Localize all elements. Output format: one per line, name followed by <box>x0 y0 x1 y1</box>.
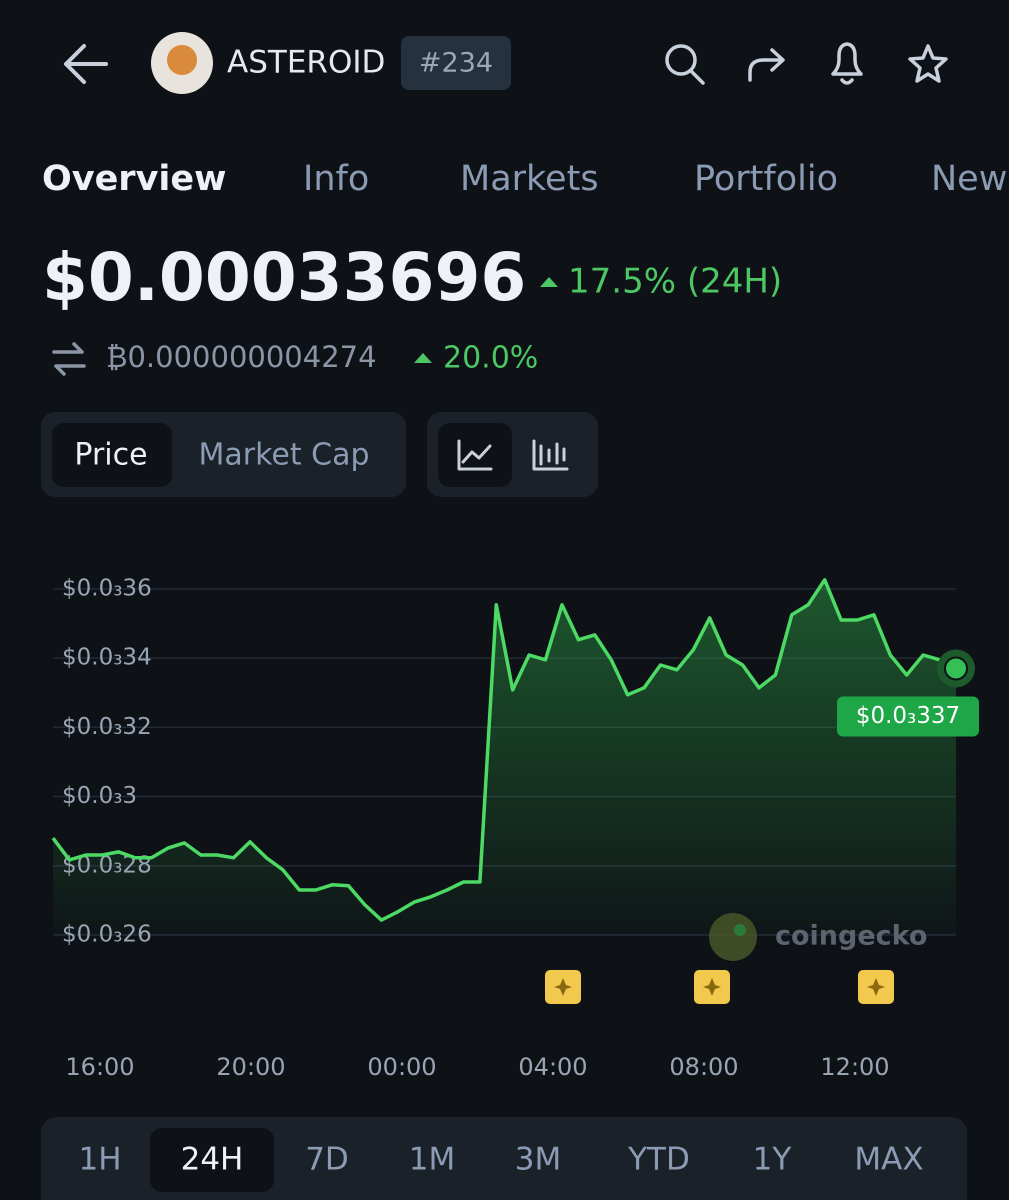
rank-badge <box>401 36 511 90</box>
x-tick-label: 00:00 <box>367 1053 436 1081</box>
watermark: coingecko <box>775 921 927 952</box>
y-tick-label: $0.0₃34 <box>62 645 152 671</box>
range-option[interactable]: YTD <box>627 1142 690 1178</box>
tab[interactable]: Portfolio <box>694 159 838 199</box>
y-tick-label: $0.0₃26 <box>62 922 152 948</box>
x-tick-label: 08:00 <box>669 1053 738 1081</box>
x-tick-label: 20:00 <box>216 1053 285 1081</box>
candle-chart-button[interactable] <box>532 439 569 471</box>
range-option[interactable]: 7D <box>305 1142 349 1178</box>
btc-change: 20.0% <box>443 341 538 376</box>
toggle-market-cap[interactable]: Market Cap <box>198 438 369 473</box>
x-tick-label: 04:00 <box>518 1053 587 1081</box>
watermark-logo-eye <box>734 924 746 936</box>
range-option[interactable]: 1H <box>78 1142 121 1178</box>
y-tick-label: $0.0₃36 <box>62 575 152 601</box>
share-button[interactable] <box>748 48 785 82</box>
range-option[interactable]: 3M <box>515 1142 561 1178</box>
tab[interactable]: Info <box>303 159 369 199</box>
event-marker-star <box>703 978 721 996</box>
x-tick-label: 12:00 <box>820 1053 889 1081</box>
range-selected <box>150 1128 274 1192</box>
up-arrow <box>540 277 558 287</box>
line-chart-button[interactable] <box>457 439 493 471</box>
event-marker-star <box>867 978 885 996</box>
last-price-badge <box>837 696 979 737</box>
x-tick-label: 16:00 <box>65 1053 134 1081</box>
last-price-label: $0.0₃337 <box>856 703 960 729</box>
toggle-price[interactable]: Price <box>74 438 147 473</box>
tab[interactable]: Markets <box>460 159 599 199</box>
range-option[interactable]: 24H <box>181 1142 244 1178</box>
search-button[interactable] <box>665 44 705 85</box>
y-tick-label: $0.0₃32 <box>62 714 152 740</box>
price-line <box>51 578 957 922</box>
price-btc: ₿0.000000004274 <box>106 340 377 374</box>
event-marker-star <box>554 978 572 996</box>
coin-avatar-face <box>167 45 197 75</box>
favorite-button[interactable] <box>908 44 948 83</box>
back-button[interactable] <box>64 44 108 84</box>
swap-icon <box>52 342 86 376</box>
price-usd: $0.00033696 <box>42 239 526 316</box>
tab[interactable]: Overview <box>42 159 226 199</box>
price-area <box>53 579 956 935</box>
range-option[interactable]: 1Y <box>753 1142 792 1178</box>
price-change: 17.5% (24H) <box>568 262 782 302</box>
last-price-dot <box>944 656 968 681</box>
range-option[interactable]: MAX <box>854 1142 923 1178</box>
watermark-logo <box>709 913 757 961</box>
tab[interactable]: New <box>931 159 1007 199</box>
up-arrow <box>414 353 432 363</box>
toggle-selected <box>52 423 172 487</box>
range-option[interactable]: 1M <box>409 1142 455 1178</box>
y-tick-label: $0.0₃3 <box>62 783 137 809</box>
rank: #234 <box>419 48 493 79</box>
notify-button[interactable] <box>831 42 863 85</box>
coin-name: ASTEROID <box>227 45 385 81</box>
